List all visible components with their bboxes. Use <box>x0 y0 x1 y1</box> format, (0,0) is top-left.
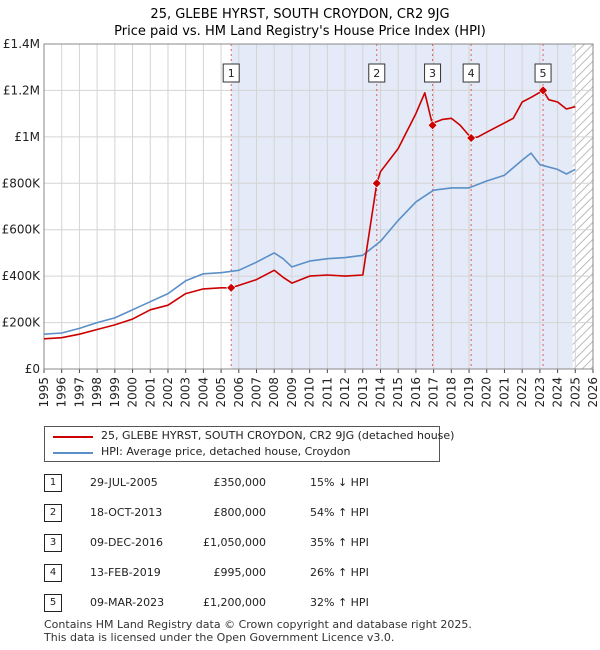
legend-swatch-property <box>53 436 93 438</box>
sale-hpi-diff: 54% ↑ HPI <box>310 506 369 519</box>
x-tick-label: 2012 <box>338 377 352 408</box>
sale-number-label: 5 <box>540 67 547 80</box>
x-tick-label: 2021 <box>497 377 511 408</box>
x-tick-label: 1995 <box>37 377 51 408</box>
footer-licence: This data is licensed under the Open Gov… <box>44 631 395 644</box>
chart-subtitle: Price paid vs. HM Land Registry's House … <box>114 24 486 39</box>
x-tick-label: 2003 <box>179 377 193 408</box>
sale-point <box>226 282 237 293</box>
x-tick-label: 2004 <box>196 377 210 408</box>
sale-point <box>371 178 382 189</box>
y-tick-label: £200K <box>2 316 42 330</box>
sale-price: £995,000 <box>213 566 267 579</box>
sale-hpi-diff: 35% ↑ HPI <box>310 536 369 549</box>
legend-label-property: 25, GLEBE HYRST, SOUTH CROYDON, CR2 9JG … <box>101 429 455 442</box>
x-tick-label: 1998 <box>90 377 104 408</box>
y-tick-label: £600K <box>2 223 42 237</box>
x-tick-label: 2014 <box>373 377 387 408</box>
y-tick-label: £800K <box>2 176 42 190</box>
x-tick-label: 2008 <box>267 377 281 408</box>
x-tick-label: 2006 <box>232 377 246 408</box>
forecast-hatch <box>572 44 593 369</box>
hpi-line <box>43 152 576 335</box>
sale-row: 5 09-MAR-2023 £1,200,000 32% ↑ HPI <box>44 594 444 612</box>
x-tick-label: 2018 <box>444 377 458 408</box>
x-tick-label: 1999 <box>108 377 122 408</box>
legend-swatch-hpi <box>53 452 93 454</box>
sale-row: 3 09-DEC-2016 £1,050,000 35% ↑ HPI <box>44 534 444 552</box>
x-tick-label: 2005 <box>214 377 228 408</box>
sale-date: 29-JUL-2005 <box>90 476 158 489</box>
sale-number-label: 2 <box>373 67 380 80</box>
sale-row: 2 18-OCT-2013 £800,000 54% ↑ HPI <box>44 504 444 522</box>
sale-date: 09-MAR-2023 <box>90 596 165 609</box>
y-tick-label: £0 <box>25 362 40 376</box>
sale-number: 1 <box>44 474 62 492</box>
x-tick-label: 2020 <box>480 377 494 408</box>
x-tick-label: 2015 <box>391 377 405 408</box>
x-tick-label: 2022 <box>515 377 529 408</box>
sale-point <box>538 85 548 96</box>
legend: 25, GLEBE HYRST, SOUTH CROYDON, CR2 9JG … <box>44 426 454 462</box>
x-tick-label: 2023 <box>533 377 547 408</box>
price-chart: 25, GLEBE HYRST, SOUTH CROYDON, CR2 9JG … <box>2 7 600 408</box>
x-tick-label: 2017 <box>427 377 441 408</box>
sale-hpi-diff: 26% ↑ HPI <box>310 566 369 579</box>
sale-hpi-diff: 15% ↓ HPI <box>310 476 369 489</box>
sale-price: £800,000 <box>213 506 267 519</box>
sale-row: 1 29-JUL-2005 £350,000 15% ↓ HPI <box>44 474 444 492</box>
sale-number-label: 3 <box>429 67 436 80</box>
x-tick-label: 2025 <box>568 377 582 408</box>
sale-number-box <box>424 63 442 83</box>
sale-price: £1,200,000 <box>203 596 266 609</box>
x-tick-label: 2000 <box>126 377 140 408</box>
sale-number: 4 <box>44 564 62 582</box>
sale-number: 3 <box>44 534 62 552</box>
sale-number-box <box>222 63 240 83</box>
sale-hpi-diff: 32% ↑ HPI <box>310 596 369 609</box>
x-tick-label: 2026 <box>586 377 600 408</box>
plot-area: £0 £200K £400K £600K £800K £1M £1.2M £1.4M 1995 1… <box>2 37 600 408</box>
x-tick-label: 2019 <box>462 377 476 408</box>
sale-price: £1,050,000 <box>203 536 266 549</box>
sale-row: 4 13-FEB-2019 £995,000 26% ↑ HPI <box>44 564 444 582</box>
ownership-shade <box>231 44 573 369</box>
sale-point <box>427 120 438 131</box>
sale-date: 09-DEC-2016 <box>90 536 164 549</box>
sale-number: 2 <box>44 504 62 522</box>
footer: Contains HM Land Registry data © Crown c… <box>44 618 472 644</box>
footer-copyright: Contains HM Land Registry data © Crown c… <box>44 618 472 631</box>
x-tick-label: 2016 <box>409 377 423 408</box>
x-tick-label: 1997 <box>72 377 86 408</box>
sale-number-label: 1 <box>228 67 235 80</box>
y-tick-label: £400K <box>2 269 42 283</box>
sale-price: £350,000 <box>213 476 267 489</box>
y-tick-label: £1M <box>14 130 40 144</box>
x-tick-label: 2010 <box>303 377 317 408</box>
x-tick-label: 2002 <box>161 377 175 408</box>
sale-number-box <box>534 63 552 83</box>
x-tick-label: 2009 <box>285 377 299 408</box>
y-tick-label: £1.2M <box>3 83 40 97</box>
sale-date: 18-OCT-2013 <box>90 506 163 519</box>
sale-number-box <box>462 63 480 83</box>
sale-number-label: 4 <box>468 67 475 80</box>
sale-date: 13-FEB-2019 <box>90 566 161 579</box>
sale-point <box>466 133 477 143</box>
x-tick-label: 2011 <box>320 377 334 408</box>
x-tick-label: 2024 <box>551 377 565 408</box>
x-tick-label: 2007 <box>250 377 264 408</box>
legend-label-hpi: HPI: Average price, detached house, Croy… <box>101 445 351 458</box>
plot-border <box>43 43 594 370</box>
y-tick-label: £1.4M <box>3 37 40 51</box>
sale-number-box <box>368 63 386 83</box>
sale-number: 5 <box>44 594 62 612</box>
x-tick-label: 2001 <box>143 377 157 408</box>
chart-title: 25, GLEBE HYRST, SOUTH CROYDON, CR2 9JG <box>150 7 449 22</box>
x-tick-label: 2013 <box>356 377 370 408</box>
x-tick-label: 1996 <box>55 377 69 408</box>
